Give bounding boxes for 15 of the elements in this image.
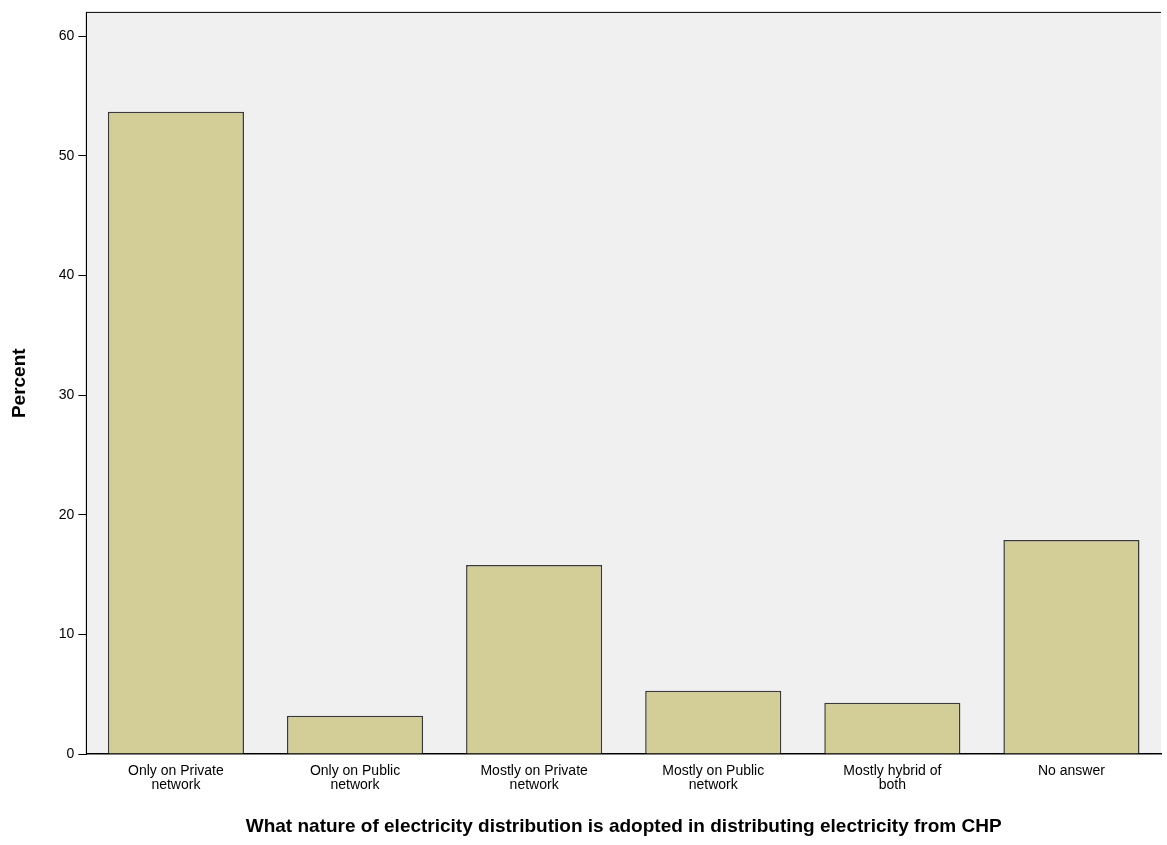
x-tick-label: Mostly hybrid of both: [843, 761, 942, 792]
x-axis-title: What nature of electricity distribution is adopted in distributing electricity from CHP: [245, 814, 1002, 836]
x-tick-label: Only on Private network: [128, 761, 224, 792]
x-tick-label: Mostly on Private network: [480, 761, 589, 792]
y-tick-label: 40: [58, 266, 75, 283]
y-tick-label: 0: [66, 744, 75, 761]
y-tick-label: 50: [58, 146, 75, 163]
y-tick-label: 20: [58, 505, 75, 522]
y-axis-title: Percent: [7, 347, 29, 419]
x-tick-label: Only on Public network: [309, 761, 401, 792]
y-tick-label: 30: [58, 386, 75, 403]
y-tick-label: 10: [58, 625, 75, 642]
x-tick-label: No answer: [1037, 761, 1106, 778]
x-tick-label: Mostly on Public network: [662, 761, 765, 792]
y-tick-label: 60: [58, 27, 75, 44]
